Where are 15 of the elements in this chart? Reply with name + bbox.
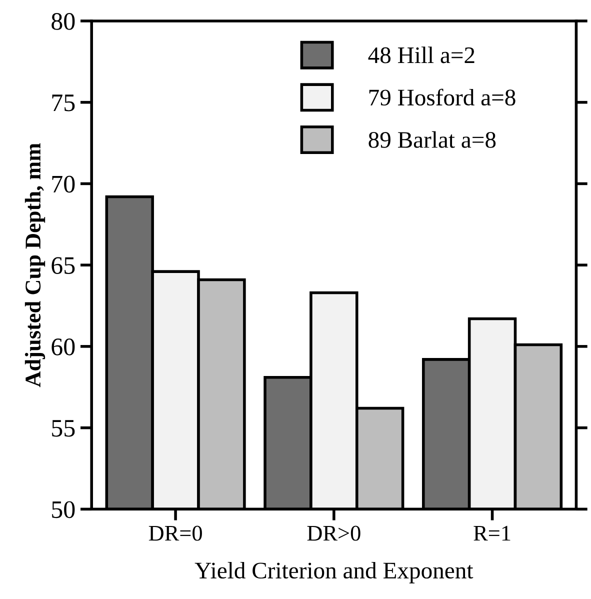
y-axis-title: Adjusted Cup Depth, mm xyxy=(24,143,46,388)
legend-label: 89 Barlat a=8 xyxy=(368,131,496,148)
y-tick-label: 70 xyxy=(52,176,75,193)
x-tick-label: R=1 xyxy=(474,526,510,541)
legend-label: 79 Hosford a=8 xyxy=(369,88,516,106)
y-tick-label: 65 xyxy=(52,257,75,274)
y-tick-label: 80 xyxy=(52,13,75,30)
x-tick-label: DR=0 xyxy=(148,526,202,541)
y-tick-label: 75 xyxy=(52,94,75,112)
x-tick-label: DR>0 xyxy=(307,526,360,541)
x-axis-title: Yield Criterion and Exponent xyxy=(194,562,474,584)
y-tick-label: 55 xyxy=(52,420,75,437)
y-tick-label: 50 xyxy=(52,501,75,518)
y-tick-label: 60 xyxy=(52,338,75,356)
legend-label: 48 Hill a=2 xyxy=(368,46,474,64)
